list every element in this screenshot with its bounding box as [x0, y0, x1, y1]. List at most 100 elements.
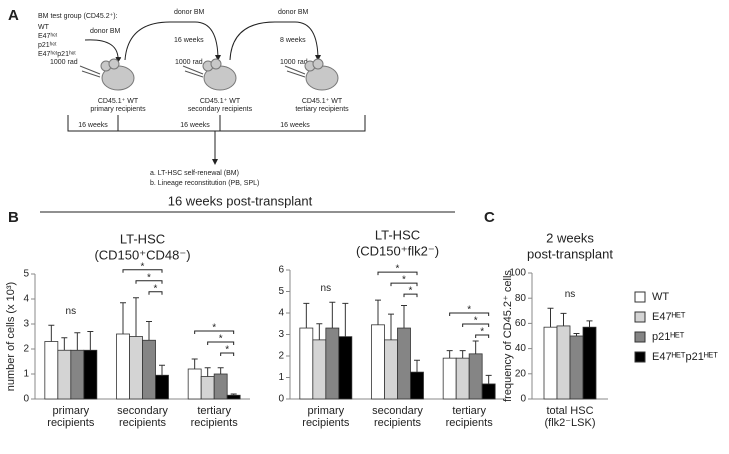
legend-swatch	[634, 311, 646, 323]
panel-label: A	[8, 7, 19, 24]
bar	[442, 357, 457, 400]
y-tick-label: 100	[509, 268, 526, 279]
bar	[468, 353, 483, 400]
x-tick-label: secondary recipients	[372, 405, 423, 429]
annotation: *	[396, 264, 400, 275]
bar	[481, 383, 496, 400]
bar	[384, 339, 398, 400]
error-bar	[459, 350, 466, 359]
bar	[70, 349, 85, 400]
annotation: *	[409, 286, 413, 297]
significance-bracket	[390, 282, 418, 287]
annotation: ns	[66, 306, 77, 317]
bar	[213, 373, 228, 400]
error-bar	[329, 301, 336, 329]
error-bar	[191, 358, 198, 369]
bar	[397, 327, 411, 400]
y-tick-label: 3	[23, 319, 29, 330]
error-bar	[316, 323, 323, 340]
significance-bracket	[449, 312, 490, 316]
error-bar	[485, 374, 492, 384]
significance-bracket	[220, 352, 235, 356]
annotation: ns	[321, 283, 332, 294]
panel-a: A BM test group (CD45.2⁺): WT E47ʰᵉᵗ p21…	[8, 7, 366, 187]
legend-swatch	[634, 291, 646, 303]
significance-bracket	[462, 323, 490, 327]
bar	[582, 326, 597, 400]
y-tick-label: 1	[278, 372, 284, 383]
x-tick-label: primary recipients	[47, 405, 95, 429]
y-tick-label: 0	[278, 394, 284, 405]
recipient-label: CD45.1⁺ WT	[302, 98, 343, 105]
significance-bracket	[122, 269, 163, 273]
annotation: *	[467, 305, 471, 316]
group-item: E47ʰᵉᵗ	[38, 33, 58, 40]
recipient-label: CD45.1⁺ WT	[200, 98, 241, 105]
rad-label: 1000 rad	[280, 59, 308, 66]
y-tick-label: 20	[515, 368, 527, 379]
panel-label: C	[484, 209, 495, 226]
annotation: *	[212, 323, 216, 334]
bar	[410, 371, 424, 400]
interval-label: 8 weeks	[280, 37, 306, 44]
group-item: E47ʰᵉᵗp21ʰᵉᵗ	[38, 51, 76, 58]
annotation: *	[474, 316, 478, 327]
radiation-marks	[79, 65, 306, 78]
legend-label: WT	[652, 291, 669, 303]
significance-bracket	[148, 291, 163, 295]
legend-swatch	[634, 351, 646, 363]
x-tick-label: total HSC (flk2⁻LSK)	[544, 405, 595, 429]
bar	[155, 374, 169, 400]
legend-label: E47ᴴᴱᵀp21ᴴᴱᵀ	[652, 351, 718, 363]
y-tick-label: 0	[520, 394, 526, 405]
annotation: *	[219, 334, 223, 345]
chart-subtitle: (CD150⁺flk2⁻)	[356, 243, 439, 258]
donor-label: donor BM	[90, 28, 121, 35]
error-bar	[217, 367, 224, 374]
mice	[100, 58, 339, 91]
significance-bracket	[377, 271, 418, 276]
rad-label: 1000 rad	[175, 59, 203, 66]
error-bar	[159, 364, 165, 376]
bar	[312, 339, 327, 400]
readout: b. Lineage reconstitution (PB, SPL)	[150, 180, 259, 187]
significance-bracket	[207, 341, 235, 345]
recipient-label: primary recipients	[90, 106, 146, 113]
interval-label: 16 weeks	[180, 122, 210, 129]
readout: a. LT-HSC self-renewal (BM)	[150, 170, 239, 177]
bar	[371, 324, 385, 400]
error-bar	[472, 340, 479, 354]
group-item: p21ʰᵉᵗ	[38, 42, 57, 49]
error-bar	[401, 304, 407, 329]
significance-bracket	[403, 293, 418, 298]
error-bar	[547, 307, 554, 328]
group-title: BM test group (CD45.2⁺):	[38, 13, 118, 20]
bar	[83, 349, 98, 400]
bar	[57, 349, 72, 400]
x-tick-label: tertiary recipients	[191, 405, 239, 429]
recipient-label: tertiary recipients	[295, 106, 349, 113]
error-bar	[388, 313, 394, 340]
significance-bracket	[194, 330, 235, 334]
annotation: *	[141, 261, 145, 272]
rad-label: 1000 rad	[50, 59, 78, 66]
x-tick-label: secondary recipients	[117, 405, 168, 429]
y-tick-label: 3	[278, 329, 284, 340]
annotation: *	[154, 283, 158, 294]
bar	[116, 333, 130, 400]
y-tick-label: 2	[23, 344, 29, 355]
error-bar	[560, 312, 567, 326]
panel-title: 16 weeks post-transplant	[168, 193, 313, 208]
interval-label: 16 weeks	[78, 122, 108, 129]
timeline	[67, 115, 366, 132]
y-tick-label: 4	[23, 294, 29, 305]
legend-label: E47ᴴᴱᵀ	[652, 311, 686, 323]
y-tick-label: 1	[23, 369, 29, 380]
bar	[187, 368, 202, 400]
chart-title: 2 weeks	[546, 230, 594, 245]
group-item: WT	[38, 24, 50, 31]
error-bar	[446, 350, 453, 359]
bar	[325, 327, 340, 400]
bar	[543, 326, 558, 400]
error-bar	[414, 359, 420, 373]
